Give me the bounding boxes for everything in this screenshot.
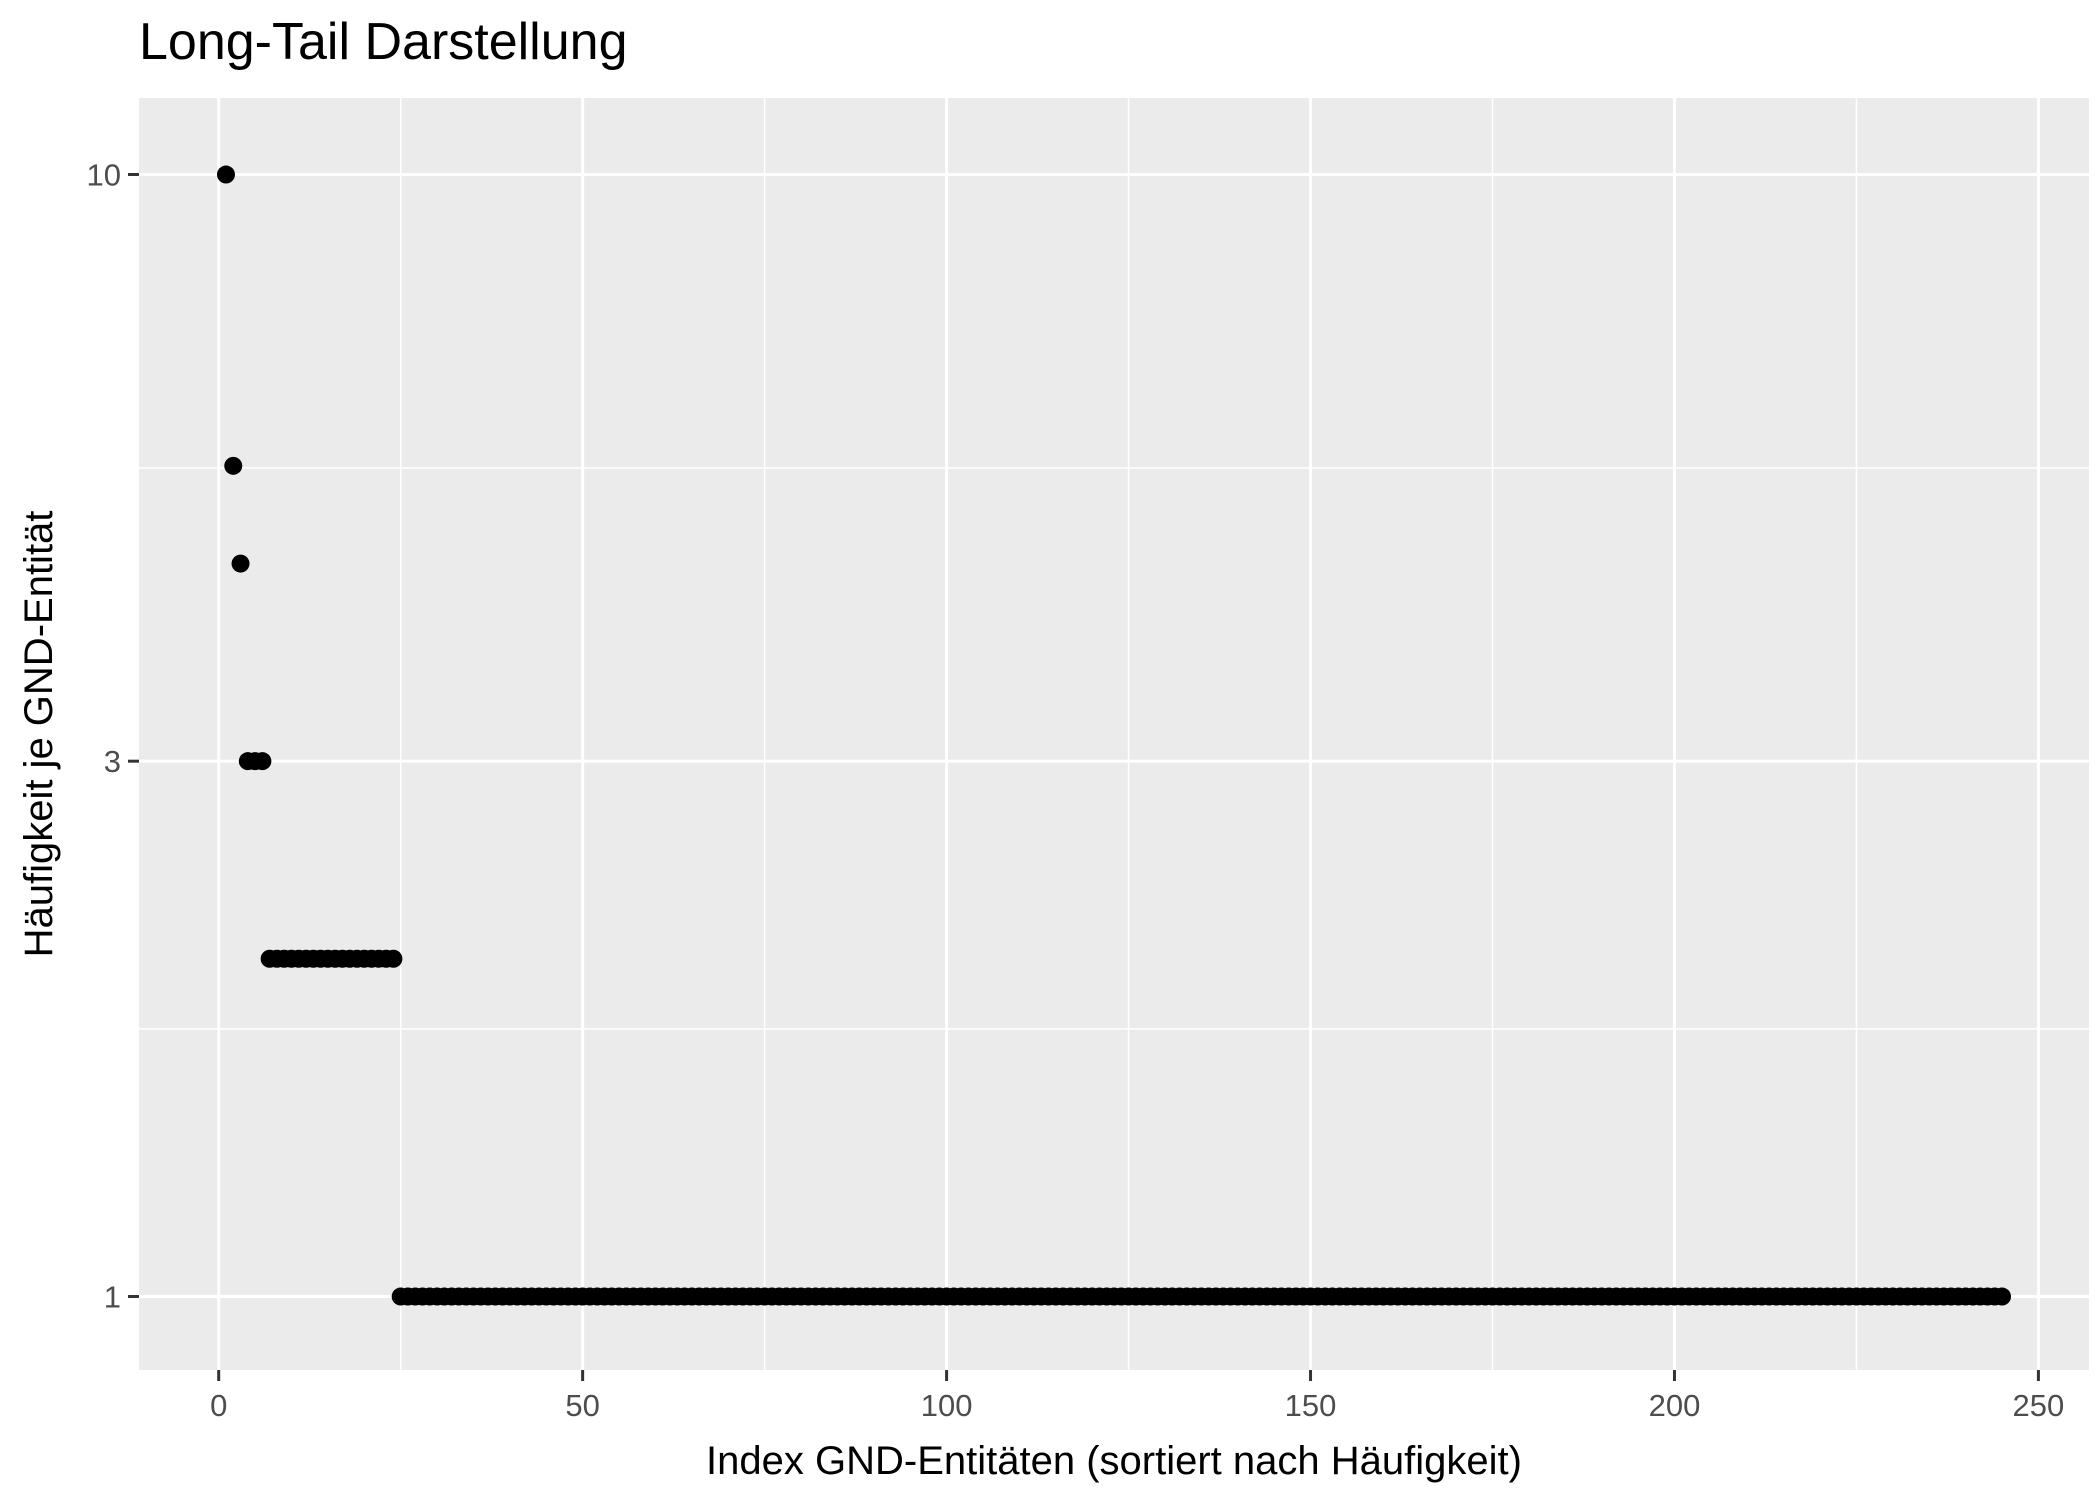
y-tick-label: 1	[104, 1280, 121, 1315]
x-tick-label: 250	[2013, 1388, 2065, 1423]
plot-panel	[139, 98, 2089, 1370]
x-axis-title: Index GND-Entitäten (sortiert nach Häufi…	[706, 1439, 1522, 1483]
y-axis-title: Häufigkeit je GND-Entität	[17, 511, 61, 958]
grid-minor	[139, 98, 2089, 1370]
x-tick-label: 0	[210, 1388, 227, 1423]
data-point	[216, 165, 235, 184]
data-point	[1993, 1287, 2012, 1306]
data-point	[224, 456, 243, 475]
data-point	[231, 554, 250, 573]
chart-title: Long-Tail Darstellung	[139, 13, 628, 71]
data-point	[384, 949, 403, 968]
data-points	[216, 165, 2012, 1306]
y-tick-label: 10	[87, 158, 121, 193]
x-tick-label: 150	[1285, 1388, 1337, 1423]
y-axis: 1 3 10	[87, 158, 139, 1315]
data-point	[253, 752, 272, 771]
x-axis: 0 50 100 150 200 250	[210, 1370, 2064, 1423]
x-tick-label: 50	[565, 1388, 599, 1423]
x-tick-label: 200	[1649, 1388, 1701, 1423]
y-tick-label: 3	[104, 744, 121, 779]
x-tick-label: 100	[921, 1388, 973, 1423]
